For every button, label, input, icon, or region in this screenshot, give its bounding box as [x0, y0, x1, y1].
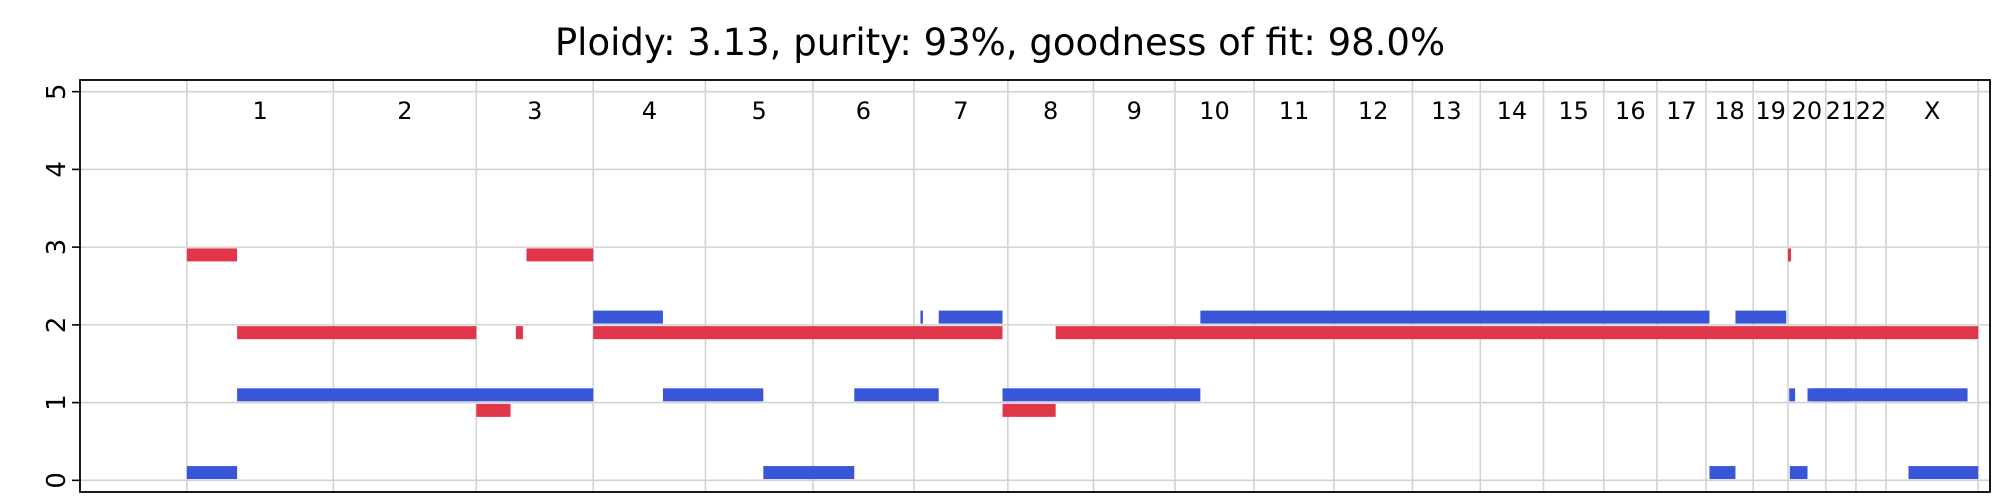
chromosome-label: 2 [397, 97, 412, 125]
copy-number-segment [920, 310, 923, 324]
copy-number-segment [593, 326, 1003, 340]
chromosome-label: 6 [856, 97, 871, 125]
copy-number-segment [1200, 310, 1710, 324]
chromosome-label: 16 [1615, 97, 1646, 125]
chromosome-label: 19 [1755, 97, 1786, 125]
copy-number-segment [237, 388, 594, 402]
copy-number-segment [854, 388, 939, 402]
copy-number-segment [593, 310, 663, 324]
chromosome-label: 9 [1127, 97, 1142, 125]
axes-frame [79, 79, 1991, 493]
chromosome-label: 10 [1199, 97, 1230, 125]
chromosome-label: 13 [1431, 97, 1462, 125]
copy-number-segment [237, 326, 477, 340]
chromosome-label: 12 [1358, 97, 1389, 125]
chromosome-label: 8 [1043, 97, 1058, 125]
segment-layer [186, 248, 1979, 480]
y-tick-label: 3 [42, 239, 72, 256]
copy-number-segment [1789, 466, 1808, 480]
copy-number-segment [1002, 403, 1056, 417]
grid-layer [80, 80, 1990, 492]
copy-number-segment [1709, 466, 1736, 480]
chart-title: Ploidy: 3.13, purity: 93%, goodness of f… [555, 21, 1445, 64]
chromosome-label: 15 [1558, 97, 1589, 125]
y-tick-label: 0 [42, 472, 72, 489]
y-tick-label: 4 [42, 161, 72, 178]
copy-number-segment [1789, 388, 1796, 402]
chromosome-label: 7 [953, 97, 968, 125]
y-tick-label: 2 [42, 317, 72, 334]
copy-number-segment [1908, 466, 1979, 480]
y-tick-label: 5 [42, 83, 72, 100]
copy-number-segment [1055, 326, 1979, 340]
chromosome-label: X [1924, 97, 1940, 125]
chromosome-label-layer: 1 2 3 4 5 6 7 8 9 10 11 12 13 14 15 16 17 18 19 20 21 22 X [252, 97, 1940, 125]
chromosome-label: 21 [1826, 97, 1857, 125]
chromosome-label: 17 [1666, 97, 1697, 125]
copy-number-segment [1735, 310, 1787, 324]
copy-number-segment [1788, 248, 1791, 262]
chromosome-label: 1 [252, 97, 267, 125]
copy-number-segment [763, 466, 855, 480]
copy-number-segment [476, 403, 511, 417]
copy-number-segment [1002, 388, 1201, 402]
chromosome-label: 3 [527, 97, 542, 125]
copy-number-segment [186, 466, 238, 480]
chromosome-label: 18 [1714, 97, 1745, 125]
copy-number-segment [526, 248, 594, 262]
copy-number-segment [938, 310, 1003, 324]
chromosome-label: 14 [1497, 97, 1528, 125]
copy-number-segment [186, 248, 238, 262]
chromosome-label: 11 [1279, 97, 1310, 125]
copy-number-segment [662, 388, 764, 402]
chromosome-label: 20 [1792, 97, 1823, 125]
copy-number-segment [1807, 388, 1968, 402]
chromosome-label: 5 [752, 97, 767, 125]
chromosome-label: 22 [1856, 97, 1887, 125]
y-tick-label: 1 [42, 394, 72, 411]
chromosome-label: 4 [642, 97, 657, 125]
copy-number-segment [515, 326, 523, 340]
